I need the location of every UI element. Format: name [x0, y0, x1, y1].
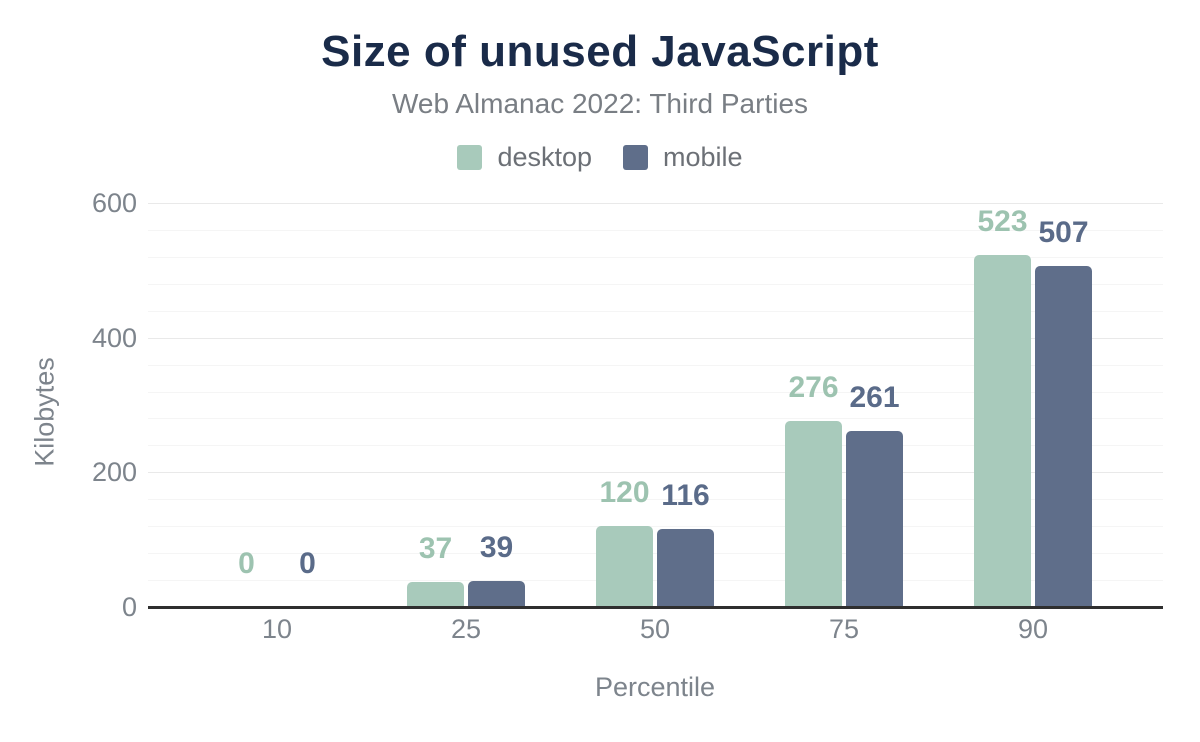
minor-gridline-520: [148, 257, 1163, 258]
y-tick-400: 400: [91, 323, 137, 353]
bar-label-desktop-p25: 37: [418, 532, 453, 565]
plot-area: 0 0 37 39 120 116 276 261 523 507: [148, 203, 1163, 609]
x-tick-50: 50: [639, 614, 671, 644]
legend-item-mobile: mobile: [623, 142, 743, 173]
bar-label-desktop-p90: 523: [977, 205, 1028, 238]
x-tick-10: 10: [261, 614, 293, 644]
minor-gridline-120: [148, 526, 1163, 527]
bar-mobile-p50[interactable]: [657, 529, 714, 607]
bar-mobile-p25[interactable]: [468, 581, 525, 607]
bar-label-mobile-p75: 261: [849, 381, 900, 414]
legend-item-desktop: desktop: [457, 142, 592, 173]
bar-desktop-p75[interactable]: [785, 421, 842, 607]
minor-gridline-160: [148, 499, 1163, 500]
bar-label-desktop-p75: 276: [788, 371, 839, 404]
legend-swatch-desktop: [457, 145, 483, 170]
x-axis-title: Percentile: [594, 672, 716, 702]
legend: desktop mobile: [0, 142, 1200, 173]
minor-gridline-280: [148, 418, 1163, 419]
minor-gridline-240: [148, 445, 1163, 446]
x-tick-90: 90: [1017, 614, 1049, 644]
minor-gridline-320: [148, 392, 1163, 393]
bar-label-mobile-p25: 39: [479, 531, 514, 564]
bar-label-mobile-p90: 507: [1038, 216, 1089, 249]
minor-gridline-80: [148, 553, 1163, 554]
major-gridline-600: [148, 203, 1163, 204]
bar-label-mobile-p10: 0: [299, 547, 316, 580]
x-tick-75: 75: [828, 614, 860, 644]
minor-gridline-440: [148, 311, 1163, 312]
major-gridline-200: [148, 472, 1163, 473]
bar-desktop-p25[interactable]: [407, 582, 464, 607]
bar-mobile-p90[interactable]: [1035, 266, 1092, 607]
chart-subtitle: Web Almanac 2022: Third Parties: [391, 88, 809, 119]
minor-gridline-560: [148, 230, 1163, 231]
major-gridline-400: [148, 338, 1163, 339]
y-tick-0: 0: [121, 592, 137, 622]
minor-gridline-360: [148, 365, 1163, 366]
bar-desktop-p50[interactable]: [596, 526, 653, 607]
bar-label-desktop-p50: 120: [599, 476, 650, 509]
bar-label-mobile-p50: 116: [661, 479, 710, 512]
x-axis-line: [148, 606, 1163, 609]
minor-gridline-40: [148, 580, 1163, 581]
legend-swatch-mobile: [623, 145, 649, 170]
y-tick-600: 600: [91, 188, 137, 218]
legend-label-desktop: desktop: [497, 142, 593, 172]
x-tick-25: 25: [450, 614, 482, 644]
legend-label-mobile: mobile: [663, 142, 743, 172]
bar-mobile-p75[interactable]: [846, 431, 903, 607]
bar-label-desktop-p10: 0: [238, 547, 255, 580]
minor-gridline-480: [148, 284, 1163, 285]
bar-desktop-p90[interactable]: [974, 255, 1031, 607]
y-axis-title: Kilobytes: [29, 357, 60, 467]
chart-title: Size of unused JavaScript: [321, 27, 879, 76]
y-tick-200: 200: [91, 457, 137, 487]
